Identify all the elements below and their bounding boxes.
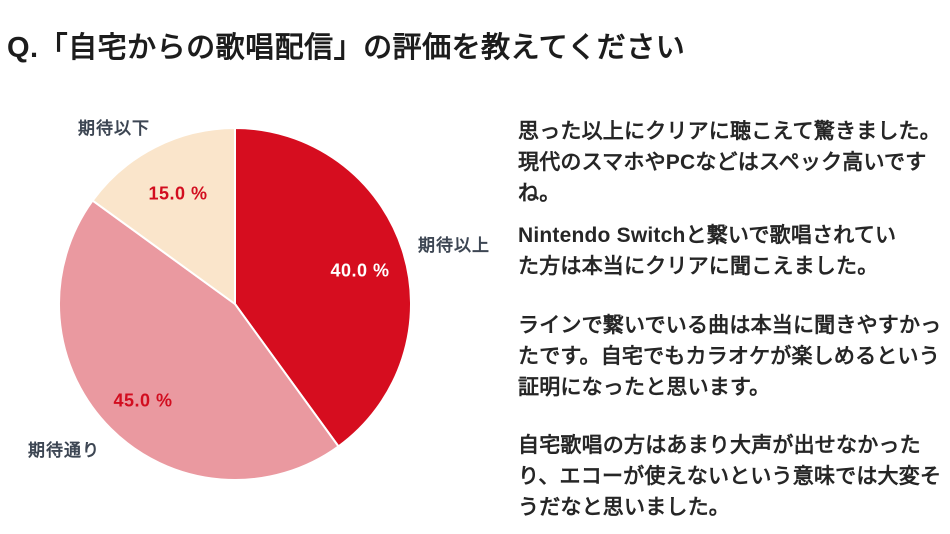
pie-label-as-expected: 期待通り — [28, 441, 100, 460]
pie-label-above-expectations: 期待以上 — [418, 236, 490, 255]
pie-label-below-expectations: 期待以下 — [78, 119, 150, 138]
pie-value-as-expected: 45.0 % — [113, 390, 173, 411]
comment-3: ラインで繋いでいる曲は本当に聞きやすかっ たです。自宅でもカラオケが楽しめるとい… — [518, 314, 942, 399]
pie-slice-0 — [234, 127, 412, 448]
comment-1: 思った以上にクリアに聴こえて驚きました。 現代のスマホやPCなどはスペック高いで… — [518, 120, 941, 205]
pie-slice-1 — [58, 199, 340, 481]
comment-4: 自宅歌唱の方はあまり大声が出せなかった り、エコーが使えないという意味では大変そ… — [518, 434, 942, 519]
pie-slice-group — [58, 127, 412, 481]
pie-slice-2 — [91, 127, 236, 305]
pie-value-above-expectations: 40.0 % — [330, 260, 390, 281]
question-title: Q.「自宅からの歌唱配信」の評価を教えてください — [7, 32, 686, 64]
comment-2: Nintendo Switchと繋いで歌唱されてい た方は本当にクリアに聞こえま… — [518, 224, 897, 278]
pie-value-below-expectations: 15.0 % — [148, 183, 208, 204]
